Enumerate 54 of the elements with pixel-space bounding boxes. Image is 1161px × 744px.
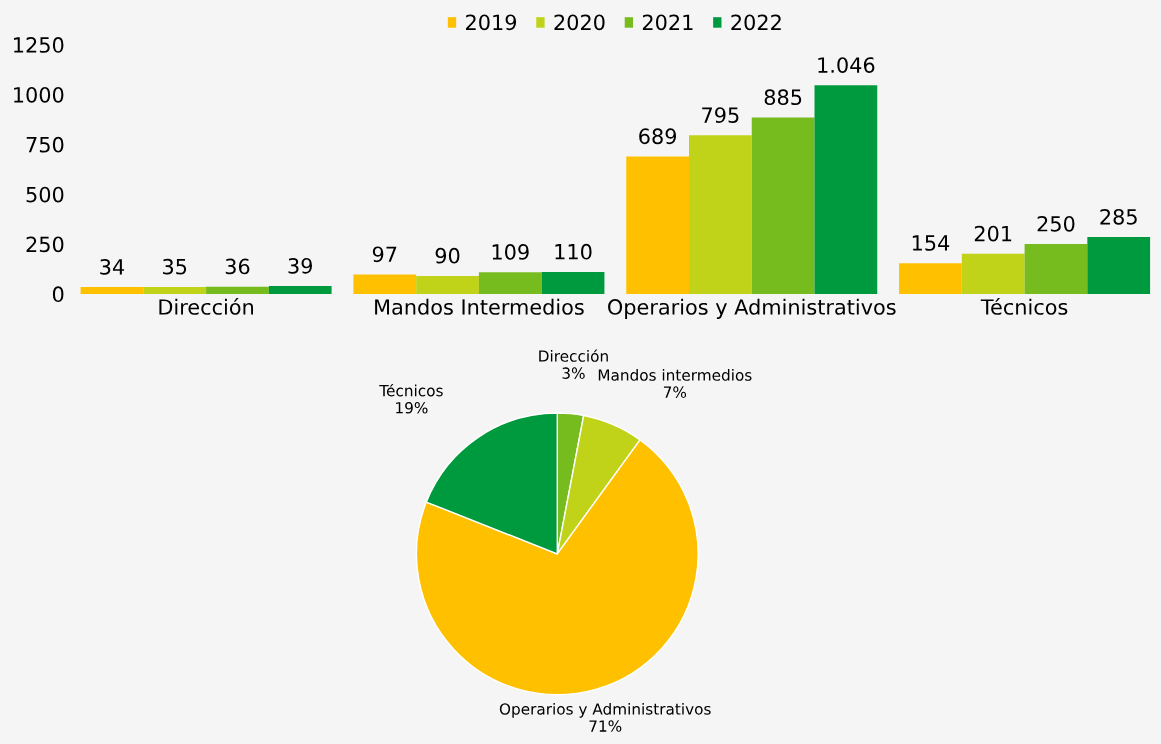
bar — [478, 272, 542, 294]
bar — [80, 287, 144, 294]
bar — [751, 117, 815, 294]
bar — [1024, 244, 1088, 294]
y-tick-label: 500 — [26, 186, 64, 203]
legend-label: 2019 — [466, 14, 517, 31]
data-label: 109 — [492, 244, 529, 260]
data-label: 110 — [555, 243, 592, 260]
bar — [143, 286, 207, 294]
data-label: 3% — [562, 367, 585, 379]
bar — [541, 271, 605, 294]
bar — [206, 286, 269, 294]
slice-label: Mandos intermedios — [598, 368, 752, 381]
data-label: 201 — [974, 225, 1012, 242]
data-label: 885 — [764, 89, 802, 106]
x-tick-label: Mandos Intermedios — [375, 298, 584, 315]
bar — [814, 85, 878, 294]
data-label: 795 — [702, 107, 739, 123]
data-label: 71% — [589, 720, 622, 732]
data-label: 689 — [639, 128, 677, 145]
data-label: 250 — [1037, 215, 1075, 232]
bar — [626, 156, 689, 294]
slice-label: Dirección — [539, 349, 608, 362]
legend-label: 2022 — [731, 14, 781, 31]
data-label: 7% — [663, 386, 687, 398]
bar — [1087, 237, 1151, 294]
y-tick-label: 0 — [52, 286, 64, 303]
data-label: 97 — [372, 246, 397, 263]
slice-label: Operarios y Administrativos — [499, 702, 711, 718]
data-label: 34 — [100, 258, 125, 275]
bar — [268, 286, 332, 294]
bar — [689, 135, 752, 294]
legend-label: 2020 — [554, 14, 605, 31]
x-tick-label: Dirección — [159, 297, 253, 315]
data-label: 285 — [1100, 208, 1137, 225]
bar — [353, 274, 417, 294]
data-label: 1.046 — [818, 57, 875, 73]
slice-label: Técnicos — [379, 383, 443, 397]
bar — [961, 253, 1025, 294]
bar — [899, 263, 962, 294]
data-label: 35 — [163, 258, 187, 275]
data-label: 39 — [288, 257, 312, 274]
bar — [416, 275, 479, 294]
legend-label: 2021 — [642, 14, 693, 31]
y-tick-label: 250 — [26, 236, 64, 253]
x-tick-label: Técnicos — [980, 297, 1068, 315]
data-label: 19% — [396, 401, 428, 414]
data-label: 90 — [435, 247, 460, 264]
y-tick-label: 750 — [26, 136, 64, 153]
x-tick-label: Operarios y Administrativos — [608, 298, 896, 319]
data-label: 36 — [225, 258, 250, 275]
data-label: 154 — [912, 235, 950, 251]
y-tick-label: 1250 — [14, 37, 64, 53]
y-tick-label: 1000 — [14, 86, 64, 103]
